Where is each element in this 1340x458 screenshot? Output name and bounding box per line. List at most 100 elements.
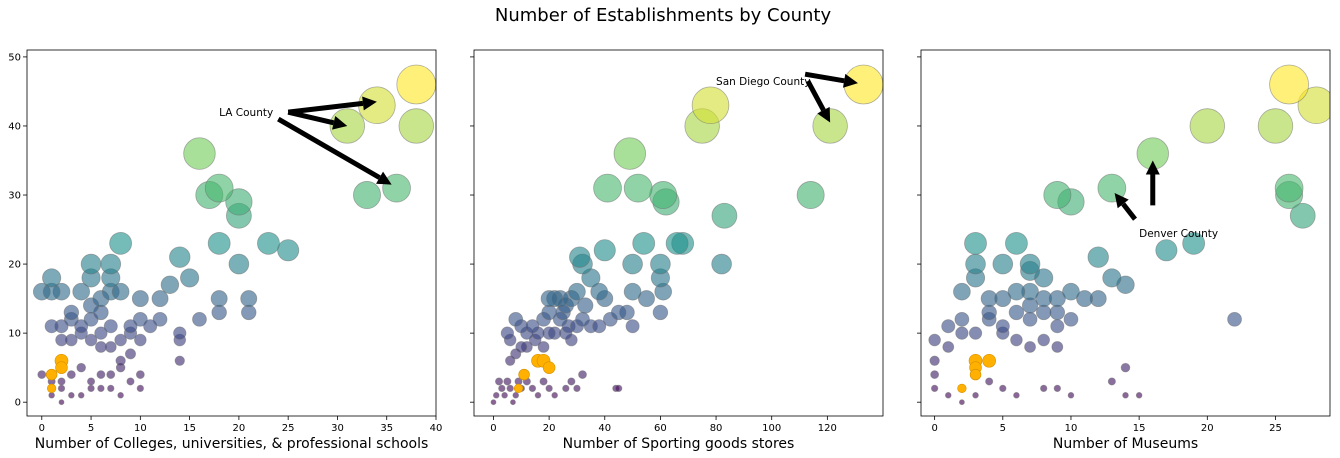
data-point: [210, 290, 228, 308]
data-point: [1227, 311, 1242, 327]
data-point: [625, 319, 640, 334]
data-point: [980, 290, 998, 308]
x-tick-label: 35: [380, 423, 393, 434]
axes-frame: [920, 49, 1331, 417]
highlight-point: [969, 368, 982, 381]
x-axis-label: Number of Sporting goods stores: [563, 436, 795, 452]
scatter-points: [32, 64, 436, 406]
data-point: [123, 319, 138, 334]
highlight-point: [47, 383, 57, 393]
highlight-point: [957, 383, 967, 393]
data-point: [1120, 362, 1131, 373]
data-point: [240, 290, 258, 308]
data-point: [929, 355, 940, 366]
data-point: [964, 231, 987, 255]
data-point: [133, 311, 148, 327]
data-point: [1062, 282, 1080, 301]
data-point: [542, 326, 556, 340]
data-point: [114, 333, 127, 347]
highlight-point: [982, 353, 996, 368]
x-tick-label: 30: [331, 423, 344, 434]
data-point: [944, 392, 952, 399]
data-point: [515, 341, 528, 353]
data-point: [57, 377, 66, 386]
data-point: [1049, 304, 1066, 321]
data-point: [42, 268, 62, 288]
data-point: [398, 108, 434, 144]
data-point: [652, 304, 669, 321]
data-point: [796, 181, 825, 210]
data-point: [1067, 392, 1075, 399]
data-point: [104, 341, 117, 353]
data-point: [207, 231, 231, 255]
data-point: [968, 326, 983, 340]
annotation-label: San Diego County: [716, 76, 810, 88]
data-point: [528, 384, 537, 393]
data-point: [665, 231, 689, 255]
data-point: [508, 311, 524, 327]
data-point: [711, 202, 738, 229]
data-point: [1189, 108, 1225, 144]
data-point: [58, 399, 65, 406]
data-point: [1107, 377, 1116, 386]
x-axis-label: Number of Museums: [1053, 436, 1198, 452]
data-point: [111, 282, 130, 301]
data-point: [999, 384, 1007, 393]
data-point: [812, 108, 848, 144]
data-point: [55, 333, 68, 347]
annotation-arrow: [277, 116, 392, 185]
data-point: [577, 297, 594, 314]
data-point: [567, 377, 576, 386]
data-point: [1050, 319, 1065, 334]
data-point: [87, 384, 95, 393]
annotation-label: Denver County: [1139, 228, 1218, 240]
x-tick-label: 0: [39, 423, 45, 434]
data-point: [711, 253, 732, 275]
data-point: [490, 399, 497, 406]
data-point: [131, 290, 149, 308]
x-tick-label: 20: [233, 423, 246, 434]
data-point: [503, 377, 512, 386]
data-point: [1053, 384, 1061, 393]
data-point: [183, 137, 216, 170]
data-point: [169, 246, 191, 268]
annotation-arrow: [804, 71, 858, 88]
data-point: [1007, 282, 1026, 301]
data-point: [77, 392, 85, 399]
data-point: [1076, 290, 1094, 308]
data-point: [613, 137, 647, 170]
data-point: [593, 239, 616, 262]
data-point: [152, 311, 168, 327]
data-point: [353, 181, 381, 210]
data-point: [955, 326, 969, 340]
data-point: [76, 362, 86, 373]
annotation-arrow: [805, 79, 831, 123]
data-point: [649, 181, 678, 210]
panel-1: LA County 0 5 10 15 20 25 30 35 40 0 10 20 30 40 50 Numb…: [8, 49, 443, 452]
data-point: [37, 370, 47, 379]
data-point: [545, 384, 553, 393]
data-point: [495, 377, 504, 386]
data-point: [80, 253, 102, 275]
data-point: [57, 384, 66, 393]
data-point: [930, 384, 939, 393]
data-point: [592, 319, 607, 334]
x-tick-label: 100: [762, 423, 781, 434]
annotation-label: LA County: [219, 107, 273, 119]
x-tick-label: 120: [818, 423, 837, 434]
data-point: [1022, 311, 1038, 327]
data-point: [106, 370, 116, 379]
x-tick-label: 25: [1269, 423, 1282, 434]
data-point: [1037, 333, 1050, 347]
x-tick-label: 40: [430, 423, 443, 434]
data-point: [981, 304, 997, 321]
data-point: [100, 253, 122, 275]
data-point: [578, 370, 587, 379]
data-point: [506, 384, 514, 393]
data-point: [985, 377, 994, 386]
panel-2: San Diego County 0 20 40 60 80 100 120 Number of…: [470, 49, 884, 452]
x-tick-label: 10: [1065, 423, 1078, 434]
data-point: [103, 319, 118, 334]
data-point: [965, 253, 986, 275]
